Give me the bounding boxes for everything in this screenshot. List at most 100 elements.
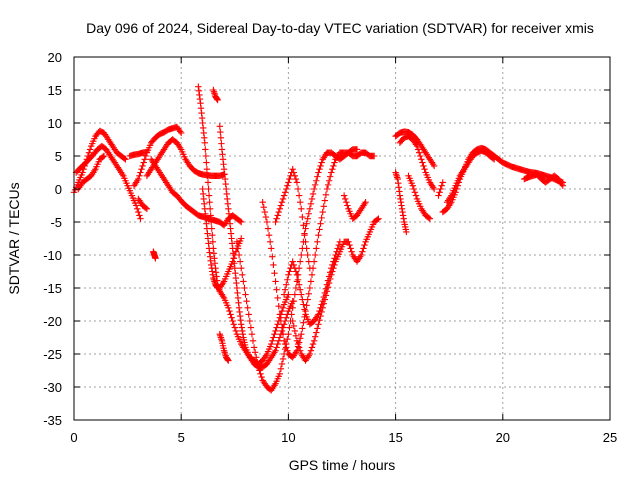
data-point [176, 128, 184, 135]
data-point [143, 205, 151, 212]
data-point [298, 291, 305, 298]
data-point [315, 232, 322, 239]
data-point [418, 156, 425, 163]
data-point [230, 255, 237, 262]
data-point [270, 261, 277, 269]
data-point [265, 232, 273, 239]
series-arc-20 [340, 192, 369, 222]
data-point [281, 286, 289, 293]
data-point [300, 301, 307, 308]
data-point [225, 357, 232, 364]
data-point [284, 347, 291, 354]
data-point [421, 166, 428, 173]
data-point [318, 214, 325, 222]
data-point [280, 337, 288, 344]
data-point [227, 311, 234, 318]
series-arc-5 [130, 123, 185, 189]
data-point [292, 175, 300, 183]
data-point [491, 156, 498, 163]
data-point [205, 192, 213, 199]
data-point [235, 251, 243, 259]
data-point [275, 337, 282, 344]
data-point [286, 175, 293, 183]
data-point [298, 205, 305, 212]
data-point [344, 202, 351, 209]
data-point [253, 354, 260, 361]
data-point [207, 212, 214, 219]
data-point [430, 162, 438, 170]
data-point [136, 212, 143, 219]
data-point [436, 189, 443, 196]
data-point [281, 340, 289, 348]
data-point [285, 179, 292, 186]
data-point [359, 248, 366, 255]
y-tick-label: -15 [43, 281, 62, 296]
data-point [279, 355, 287, 363]
data-point [238, 235, 245, 242]
data-point [276, 311, 284, 318]
data-point [275, 302, 282, 310]
data-point [334, 245, 341, 252]
data-point [276, 205, 284, 212]
data-point [303, 245, 310, 252]
data-point [291, 172, 299, 179]
data-point [218, 140, 225, 147]
y-tick-label: -35 [43, 413, 62, 428]
data-point [323, 185, 331, 193]
data-point [276, 370, 284, 377]
x-tick-label: 15 [388, 430, 402, 445]
data-point [324, 283, 332, 291]
data-point [302, 238, 309, 245]
data-point [243, 298, 250, 305]
data-point [559, 182, 567, 189]
data-point [202, 146, 209, 153]
data-point [272, 278, 279, 285]
plot-frame [73, 56, 611, 421]
data-point [410, 185, 418, 193]
data-point [301, 306, 308, 313]
data-point [274, 212, 281, 219]
data-point [320, 203, 327, 210]
data-point [201, 139, 208, 146]
series-arc-8 [143, 136, 228, 179]
data-point [99, 153, 107, 161]
data-point [142, 152, 150, 160]
data-point [246, 317, 254, 325]
data-point [298, 251, 305, 259]
data-point [330, 265, 337, 272]
data-point [245, 311, 252, 318]
data-point [249, 337, 257, 344]
data-point [294, 185, 302, 193]
data-point [303, 302, 310, 309]
data-point [271, 269, 278, 277]
y-tick-label: 20 [48, 50, 62, 65]
data-point [319, 304, 326, 311]
data-point [202, 152, 210, 160]
data-point [275, 208, 282, 216]
data-point [437, 185, 444, 193]
data-point [309, 190, 317, 198]
data-point [374, 216, 381, 223]
data-point [279, 331, 287, 338]
data-point [348, 248, 355, 255]
data-point [318, 308, 325, 316]
data-point [231, 324, 238, 331]
series-arc-3 [75, 152, 108, 193]
data-point [257, 370, 264, 377]
data-point [308, 344, 316, 351]
data-point [268, 245, 275, 252]
data-point [260, 203, 267, 211]
data-point [312, 333, 319, 340]
data-point [302, 225, 309, 232]
data-point [314, 325, 321, 332]
series-arc-13 [199, 185, 245, 292]
data-point [274, 321, 281, 328]
grid-lines [74, 57, 610, 420]
data-point [272, 347, 279, 354]
data-point [305, 290, 312, 297]
series-arc-17 [272, 166, 314, 272]
data-point [137, 169, 144, 176]
data-point [305, 258, 312, 265]
y-tick-label: -10 [43, 248, 62, 263]
data-point [122, 156, 129, 163]
